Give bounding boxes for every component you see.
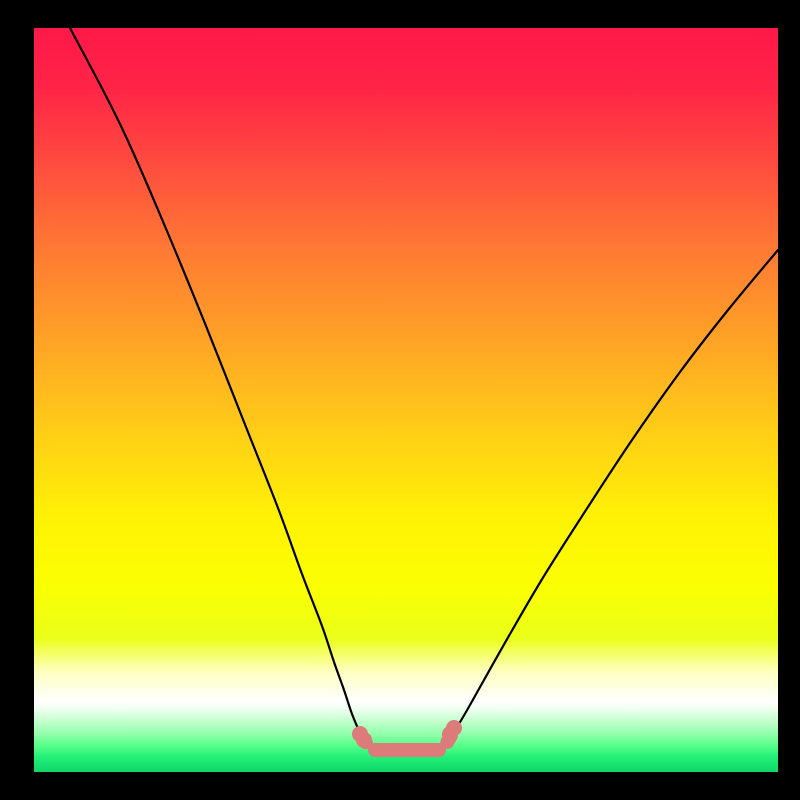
marker-layer: [34, 28, 778, 772]
chart-stage: TheBottleneck.com: [0, 0, 800, 800]
frame-left: [0, 0, 34, 800]
marker-bar: [368, 743, 446, 757]
frame-top: [0, 0, 800, 28]
frame-right: [778, 0, 800, 800]
plot-area: [34, 28, 778, 772]
frame-bottom: [0, 772, 800, 800]
